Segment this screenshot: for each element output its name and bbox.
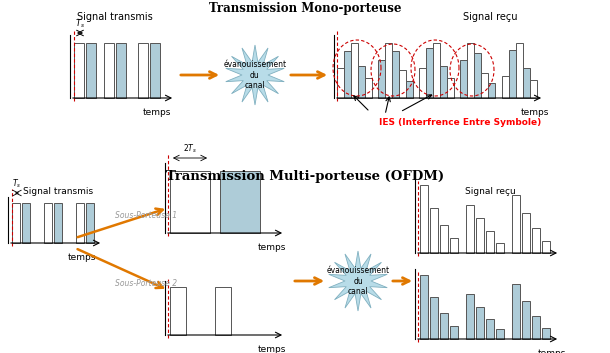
Bar	[433, 43, 440, 98]
Text: IES (Interfrence Entre Symbole): IES (Interfrence Entre Symbole)	[379, 118, 541, 127]
Bar	[138, 43, 148, 98]
Bar	[54, 203, 62, 243]
Text: temps: temps	[538, 349, 566, 353]
Bar	[116, 43, 126, 98]
Bar	[430, 297, 438, 339]
Bar	[22, 203, 30, 243]
Bar	[440, 225, 448, 253]
Bar	[440, 313, 448, 339]
Bar	[385, 43, 392, 98]
Bar	[542, 328, 550, 339]
Bar	[44, 203, 52, 243]
Bar	[481, 73, 488, 98]
Bar	[430, 208, 438, 253]
Bar	[523, 68, 530, 98]
Bar	[426, 48, 433, 98]
Text: $T_s$: $T_s$	[75, 18, 85, 30]
Bar	[440, 66, 447, 98]
Text: évanouissement
du
canal: évanouissement du canal	[326, 266, 390, 296]
Text: Transmission Multi-porteuse (OFDM): Transmission Multi-porteuse (OFDM)	[166, 170, 444, 183]
Bar	[150, 43, 160, 98]
Bar	[170, 171, 210, 233]
Bar	[512, 284, 520, 339]
Text: Transmission Mono-porteuse: Transmission Mono-porteuse	[209, 2, 401, 15]
Bar	[476, 218, 484, 253]
Text: temps: temps	[143, 108, 171, 117]
Bar	[447, 78, 454, 98]
Bar	[215, 287, 231, 335]
Bar	[392, 51, 399, 98]
Bar	[399, 70, 406, 98]
Text: $2T_s$: $2T_s$	[183, 143, 197, 155]
Bar	[12, 203, 20, 243]
Bar	[86, 43, 96, 98]
Text: temps: temps	[68, 253, 96, 262]
Bar	[522, 301, 530, 339]
Bar	[460, 60, 467, 98]
Bar	[450, 326, 458, 339]
Bar	[502, 76, 509, 98]
Bar	[474, 53, 481, 98]
Bar	[378, 60, 385, 98]
Bar	[467, 43, 474, 98]
Text: temps: temps	[258, 243, 286, 252]
Bar	[76, 203, 84, 243]
Bar	[74, 43, 84, 98]
Bar	[486, 319, 494, 339]
Bar	[466, 205, 474, 253]
Bar	[220, 171, 260, 233]
Bar	[337, 68, 344, 98]
Bar	[466, 294, 474, 339]
Text: évanouissement
du
canal: évanouissement du canal	[223, 60, 287, 90]
Bar	[532, 316, 540, 339]
Bar	[365, 78, 372, 98]
Bar	[358, 66, 365, 98]
Bar	[496, 243, 504, 253]
Bar	[420, 185, 428, 253]
Text: Sous-Porteuse 2: Sous-Porteuse 2	[115, 279, 177, 287]
Text: temps: temps	[258, 345, 286, 353]
Polygon shape	[226, 45, 284, 105]
Bar	[86, 203, 94, 243]
Text: Sous-Porteuse 1: Sous-Porteuse 1	[115, 210, 177, 220]
Bar	[522, 213, 530, 253]
Bar	[450, 238, 458, 253]
Bar	[496, 329, 504, 339]
Text: temps: temps	[521, 108, 549, 117]
Text: Signal transmis: Signal transmis	[77, 12, 153, 22]
Bar	[104, 43, 114, 98]
Text: $T_s$: $T_s$	[12, 178, 22, 190]
Bar	[512, 195, 520, 253]
Bar	[516, 43, 523, 98]
Polygon shape	[329, 251, 387, 311]
Bar	[419, 68, 426, 98]
Bar	[351, 43, 358, 98]
Bar	[488, 83, 495, 98]
Text: Signal transmis: Signal transmis	[23, 187, 93, 196]
Bar	[532, 228, 540, 253]
Bar	[542, 241, 550, 253]
Bar	[170, 287, 186, 335]
Bar	[406, 81, 413, 98]
Bar	[509, 50, 516, 98]
Text: Signal reçu: Signal reçu	[463, 12, 517, 22]
Bar	[530, 80, 537, 98]
Bar	[420, 275, 428, 339]
Bar	[344, 51, 351, 98]
Bar	[476, 307, 484, 339]
Text: Signal reçu: Signal reçu	[465, 187, 515, 196]
Bar	[486, 231, 494, 253]
